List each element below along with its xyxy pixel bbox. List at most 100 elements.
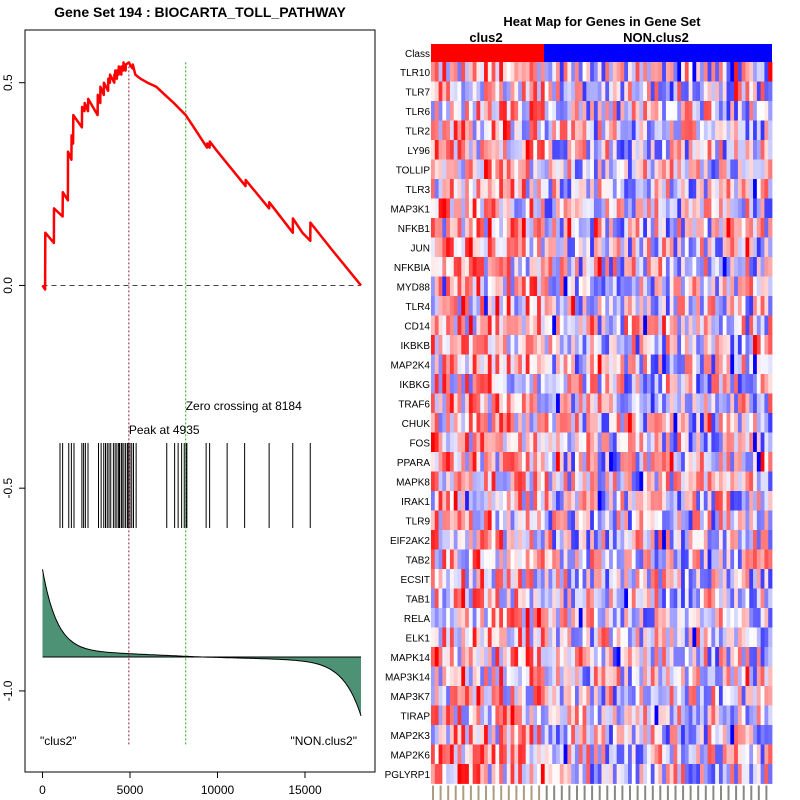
- heat-cell: [590, 725, 595, 745]
- heat-cell: [711, 296, 716, 316]
- heat-cell: [662, 374, 667, 394]
- heat-cell: [715, 140, 720, 160]
- heat-cell: [718, 647, 724, 667]
- heat-cell: [465, 744, 470, 765]
- heat-cell: [612, 335, 618, 355]
- gene-label: MYD88: [397, 282, 431, 293]
- sample-label-mark: [757, 785, 760, 800]
- heat-cell: [514, 335, 519, 355]
- heat-cell: [533, 530, 538, 550]
- gene-label: TAB1: [406, 594, 431, 605]
- gene-label: TLR3: [406, 185, 431, 196]
- heat-cell: [658, 549, 663, 570]
- heat-cell: [533, 471, 538, 492]
- heat-cell: [533, 120, 538, 141]
- heat-cell: [540, 491, 546, 511]
- heat-cell: [506, 432, 511, 453]
- heat-cell: [620, 413, 625, 433]
- heat-cell: [495, 413, 500, 433]
- heat-cell: [609, 608, 614, 628]
- heat-cell: [472, 588, 477, 609]
- heat-cell: [468, 491, 474, 511]
- heat-cell: [764, 764, 769, 784]
- heat-cell: [624, 237, 629, 258]
- heat-cell: [677, 198, 682, 219]
- heat-cell: [734, 530, 739, 550]
- heat-cell: [518, 198, 523, 219]
- heat-cell: [684, 120, 690, 141]
- heat-cell: [491, 276, 496, 297]
- heat-cell: [537, 354, 542, 375]
- heat-cell: [556, 276, 561, 297]
- heat-cell: [646, 237, 652, 258]
- heat-cell: [692, 237, 697, 258]
- heat-cell: [480, 179, 485, 199]
- heat-cell: [491, 393, 496, 414]
- heat-cell: [491, 530, 496, 550]
- heat-cell: [700, 159, 705, 180]
- heat-cell: [461, 257, 466, 277]
- heat-cell: [756, 432, 762, 453]
- heat-cell: [453, 354, 458, 375]
- enrichment-plot: Gene Set 194 : BIOCARTA_TOLL_PATHWAY -1.…: [1, 4, 376, 797]
- heat-cell: [700, 257, 705, 277]
- heat-cell: [476, 647, 481, 667]
- heat-cell: [567, 354, 572, 375]
- heat-cell: [449, 764, 455, 784]
- heat-cell: [537, 276, 542, 297]
- heat-cell: [521, 198, 527, 219]
- heat-cell: [673, 354, 678, 375]
- heat-cell: [438, 120, 443, 141]
- heat-cell: [722, 588, 727, 609]
- heat-cell: [643, 335, 648, 355]
- heat-cell: [518, 179, 523, 199]
- heat-cell: [586, 140, 591, 160]
- heat-cell: [468, 218, 474, 238]
- heat-cell: [654, 413, 659, 433]
- heat-cell: [521, 569, 527, 589]
- heat-cell: [480, 588, 485, 609]
- heat-cell: [529, 393, 534, 414]
- sample-label-mark: [485, 785, 487, 800]
- heat-cell: [525, 686, 530, 706]
- heat-cell: [434, 237, 439, 258]
- heat-cell: [764, 335, 769, 355]
- heat-cell: [628, 432, 633, 453]
- heat-cell: [571, 276, 576, 297]
- heat-cell: [453, 705, 458, 726]
- heat-cell: [537, 510, 542, 531]
- heat-cell: [446, 452, 451, 472]
- heat-cell: [431, 686, 436, 706]
- heat-cell: [476, 159, 481, 180]
- heat-cell: [749, 744, 754, 765]
- heat-cell: [631, 81, 636, 102]
- heat-cell: [431, 588, 436, 609]
- heat-cell: [465, 549, 470, 570]
- heat-cell: [457, 179, 462, 199]
- heat-cell: [548, 744, 553, 765]
- heat-cell: [457, 159, 462, 180]
- heat-cell: [718, 237, 724, 258]
- heat-cell: [700, 276, 705, 297]
- heat-cell: [711, 179, 716, 199]
- heat-cell: [665, 335, 671, 355]
- heat-cell: [703, 627, 708, 648]
- heat-cell: [711, 374, 716, 394]
- heat-cell: [764, 276, 769, 297]
- heat-cell: [631, 315, 636, 336]
- heat-cell: [662, 218, 667, 238]
- sample-label-mark: [500, 785, 503, 800]
- heat-cell: [438, 374, 443, 394]
- heat-cell: [669, 140, 674, 160]
- heat-cell: [502, 354, 508, 375]
- heat-cell: [476, 218, 481, 238]
- heat-cell: [639, 686, 644, 706]
- heat-cell: [446, 140, 451, 160]
- heat-cell: [590, 432, 595, 453]
- heat-cell: [582, 627, 587, 648]
- heat-cell: [764, 491, 769, 511]
- heat-cell: [612, 569, 618, 589]
- heat-cell: [491, 666, 496, 687]
- heat-cell: [434, 627, 439, 648]
- heat-cell: [480, 666, 485, 687]
